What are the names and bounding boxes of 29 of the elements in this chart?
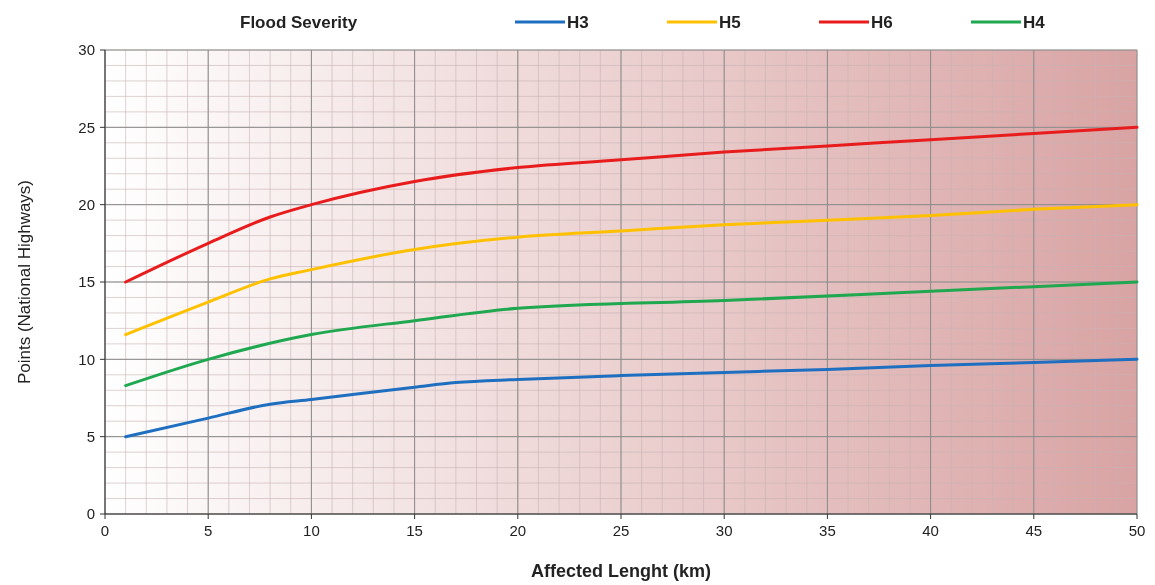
y-tick-label: 25 [78, 118, 95, 136]
line-series [124, 203, 1139, 337]
y-tick-label: 20 [78, 195, 95, 213]
y-tick-label: 30 [78, 41, 95, 59]
x-tick-label: 5 [204, 522, 213, 539]
line-series [124, 125, 1139, 284]
y-tick-label: 5 [86, 427, 95, 445]
x-tick-label: 40 [922, 522, 939, 539]
x-tick-label: 25 [612, 522, 630, 539]
y-tick-label: 10 [78, 350, 95, 368]
x-tick-label: 0 [100, 522, 110, 539]
x-tick-label: 30 [715, 522, 733, 539]
legend-label: H5 [719, 13, 741, 32]
line-series [124, 357, 1139, 439]
x-tick-label: 50 [1128, 522, 1146, 539]
legend-label: H3 [567, 13, 589, 32]
y-tick-label: 0 [86, 505, 95, 523]
line-series [124, 280, 1139, 388]
x-axis-title: Affected Lenght (km) [531, 561, 712, 581]
x-tick-label: 35 [819, 522, 836, 539]
x-tick-label: 45 [1025, 522, 1043, 539]
legend-title: Flood Severity [240, 13, 358, 32]
x-tick-label: 15 [406, 522, 423, 539]
y-tick-label: 15 [78, 273, 95, 291]
legend-label: H6 [871, 13, 893, 32]
x-tick-label: 20 [509, 522, 527, 539]
x-tick-label: 10 [303, 522, 320, 539]
legend-label: H4 [1023, 13, 1046, 32]
y-axis-title: Points (National Highways) [15, 179, 34, 385]
